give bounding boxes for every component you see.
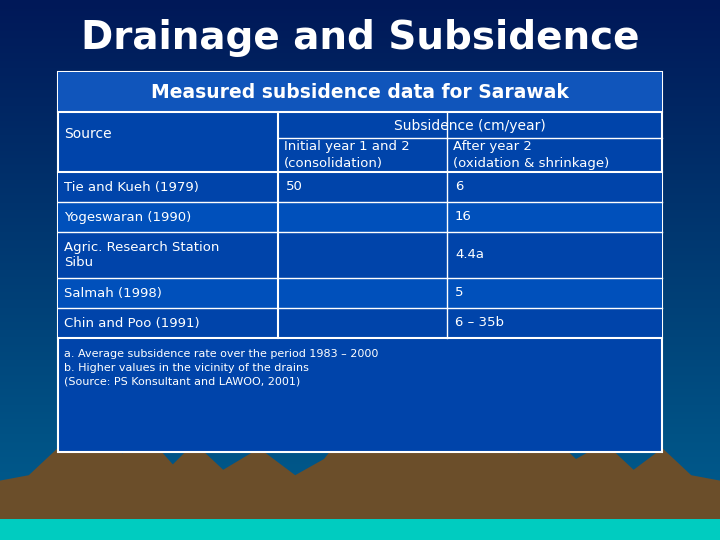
Text: After year 2
(oxidation & shrinkage): After year 2 (oxidation & shrinkage) <box>453 140 609 170</box>
Text: Salmah (1998): Salmah (1998) <box>64 287 162 300</box>
Text: a. Average subsidence rate over the period 1983 – 2000: a. Average subsidence rate over the peri… <box>64 349 379 359</box>
Text: 50: 50 <box>286 180 303 193</box>
Bar <box>58 72 662 112</box>
Bar <box>58 202 662 232</box>
Polygon shape <box>0 410 720 540</box>
Text: Source: Source <box>64 127 112 141</box>
Text: 6 – 35b: 6 – 35b <box>455 316 504 329</box>
Bar <box>58 72 662 452</box>
Bar <box>58 172 662 202</box>
Text: Initial year 1 and 2
(consolidation): Initial year 1 and 2 (consolidation) <box>284 140 410 170</box>
Bar <box>58 278 662 308</box>
Text: 6: 6 <box>455 180 464 193</box>
Text: 16: 16 <box>455 211 472 224</box>
Text: Tie and Kueh (1979): Tie and Kueh (1979) <box>64 180 199 193</box>
Bar <box>58 232 662 278</box>
Text: Drainage and Subsidence: Drainage and Subsidence <box>81 19 639 57</box>
Text: Measured subsidence data for Sarawak: Measured subsidence data for Sarawak <box>151 83 569 102</box>
Text: Agric. Research Station
Sibu: Agric. Research Station Sibu <box>64 241 220 269</box>
Bar <box>58 308 662 338</box>
Text: 4.4a: 4.4a <box>455 248 484 261</box>
Text: Chin and Poo (1991): Chin and Poo (1991) <box>64 316 199 329</box>
Text: b. Higher values in the vicinity of the drains: b. Higher values in the vicinity of the … <box>64 363 309 373</box>
Text: (Source: PS Konsultant and LAWOO, 2001): (Source: PS Konsultant and LAWOO, 2001) <box>64 377 300 387</box>
Bar <box>0 519 720 540</box>
Text: Subsidence (cm/year): Subsidence (cm/year) <box>394 119 546 133</box>
Text: Yogeswaran (1990): Yogeswaran (1990) <box>64 211 192 224</box>
Text: 5: 5 <box>455 287 464 300</box>
